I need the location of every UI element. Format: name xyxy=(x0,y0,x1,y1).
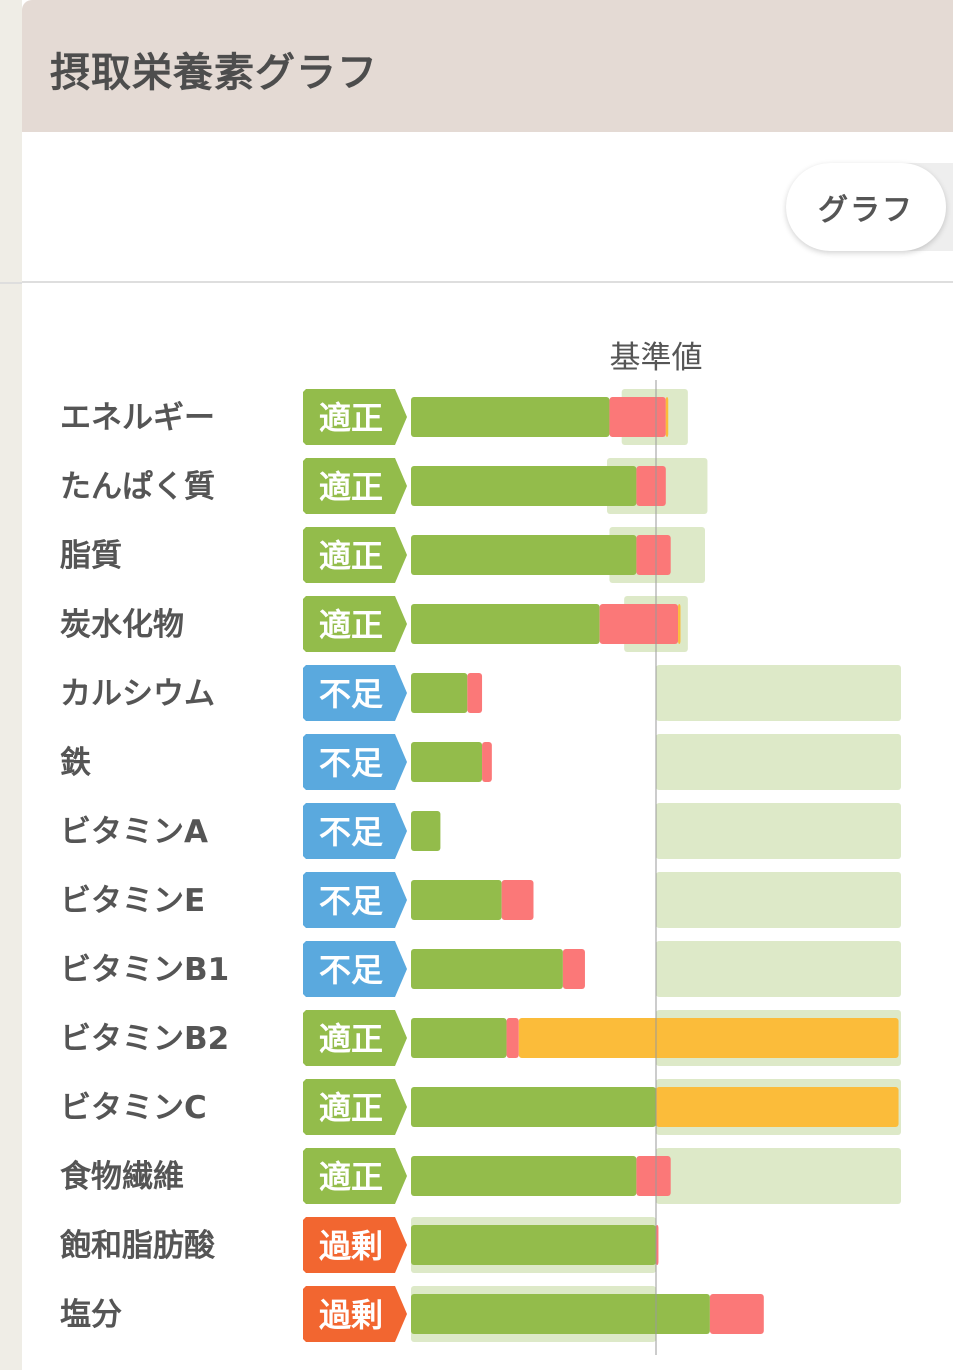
nutrient-label: ビタミンC xyxy=(60,1090,207,1126)
nutrient-label: 脂質 xyxy=(60,538,122,574)
status-badge-label: 適正 xyxy=(319,468,383,506)
status-badge xyxy=(303,665,407,721)
bar-intake-segment xyxy=(411,1225,656,1265)
status-badge xyxy=(303,596,407,652)
nutrient-label: 炭水化物 xyxy=(60,607,184,643)
bar-red-segment xyxy=(501,880,534,920)
status-badge-label: 不足 xyxy=(319,813,383,851)
bar-intake-segment xyxy=(411,673,468,713)
status-badge xyxy=(303,734,407,790)
status-badge xyxy=(303,872,407,928)
bar-intake-segment xyxy=(411,604,600,644)
reference-label: 基準値 xyxy=(610,340,703,376)
bar-intake-segment xyxy=(411,880,502,920)
status-badge-label: 不足 xyxy=(319,951,383,989)
bar-red-segment xyxy=(599,604,679,644)
status-badge-label: 適正 xyxy=(319,1020,383,1058)
reference-range-band xyxy=(656,1148,901,1204)
bar-red-segment xyxy=(709,1294,764,1334)
nutrient-label: エネルギー xyxy=(60,400,215,436)
status-badge xyxy=(303,803,407,859)
bar-intake-segment xyxy=(411,397,610,437)
bar-intake-segment xyxy=(411,466,637,506)
status-badge xyxy=(303,1148,407,1204)
bar-intake-segment xyxy=(411,1156,637,1196)
bar-red-segment xyxy=(656,1225,659,1265)
nutrient-label: 塩分 xyxy=(60,1297,122,1333)
status-badge-label: 適正 xyxy=(319,1158,383,1196)
status-badge-label: 不足 xyxy=(319,675,383,713)
bar-red-segment xyxy=(636,1156,671,1196)
status-badge xyxy=(303,1010,407,1066)
bar-orange-segment xyxy=(518,1018,899,1058)
bar-red-segment xyxy=(609,397,666,437)
bar-intake-segment xyxy=(411,1087,656,1127)
status-badge-label: 適正 xyxy=(319,1089,383,1127)
status-badge-label: 過剰 xyxy=(319,1296,383,1334)
status-badge xyxy=(303,1286,407,1342)
bar-orange-segment xyxy=(656,1087,899,1127)
status-badge xyxy=(303,1217,407,1273)
reference-range-band xyxy=(656,803,901,859)
bar-red-segment xyxy=(506,1018,519,1058)
reference-range-band xyxy=(656,872,901,928)
nutrient-label: たんぱく質 xyxy=(60,469,215,505)
nutrient-label: ビタミンB2 xyxy=(60,1021,229,1057)
bar-red-segment xyxy=(562,949,585,989)
card-header: 摂取栄養素グラフ xyxy=(22,0,953,132)
page-divider xyxy=(0,282,22,284)
nutrient-label: 飽和脂肪酸 xyxy=(60,1228,216,1264)
nutrient-label: カルシウム xyxy=(60,676,215,712)
status-badge-label: 適正 xyxy=(319,606,383,644)
bar-intake-segment xyxy=(411,811,441,851)
status-badge-label: 不足 xyxy=(319,882,383,920)
divider xyxy=(22,281,953,283)
nutrient-label: 鉄 xyxy=(60,745,91,781)
nutrient-label: ビタミンB1 xyxy=(60,952,229,988)
bar-orange-segment xyxy=(665,397,669,437)
bar-intake-segment xyxy=(411,1018,507,1058)
nutrient-label: 食物繊維 xyxy=(60,1159,184,1195)
status-badge xyxy=(303,458,407,514)
status-badge xyxy=(303,389,407,445)
reference-range-band xyxy=(656,665,901,721)
bar-intake-segment xyxy=(411,535,637,575)
bar-intake-segment xyxy=(411,949,563,989)
reference-range-band xyxy=(656,941,901,997)
status-badge-label: 不足 xyxy=(319,744,383,782)
bar-intake-segment xyxy=(411,1294,710,1334)
nutrient-label: ビタミンE xyxy=(60,883,205,919)
status-badge-label: 適正 xyxy=(319,537,383,575)
bar-red-segment xyxy=(482,742,492,782)
status-badge xyxy=(303,1079,407,1135)
bar-intake-segment xyxy=(411,742,483,782)
bar-red-segment xyxy=(636,535,671,575)
bar-red-segment xyxy=(467,673,483,713)
status-badge xyxy=(303,527,407,583)
graph-toggle-button[interactable]: グラフ xyxy=(786,163,946,251)
status-badge xyxy=(303,941,407,997)
card-title: 摂取栄養素グラフ xyxy=(50,50,378,96)
status-badge-label: 過剰 xyxy=(319,1227,383,1265)
nutrient-label: ビタミンA xyxy=(60,814,208,850)
status-badge-label: 適正 xyxy=(319,399,383,437)
bar-orange-segment xyxy=(678,604,681,644)
reference-range-band xyxy=(656,734,901,790)
bar-red-segment xyxy=(636,466,666,506)
